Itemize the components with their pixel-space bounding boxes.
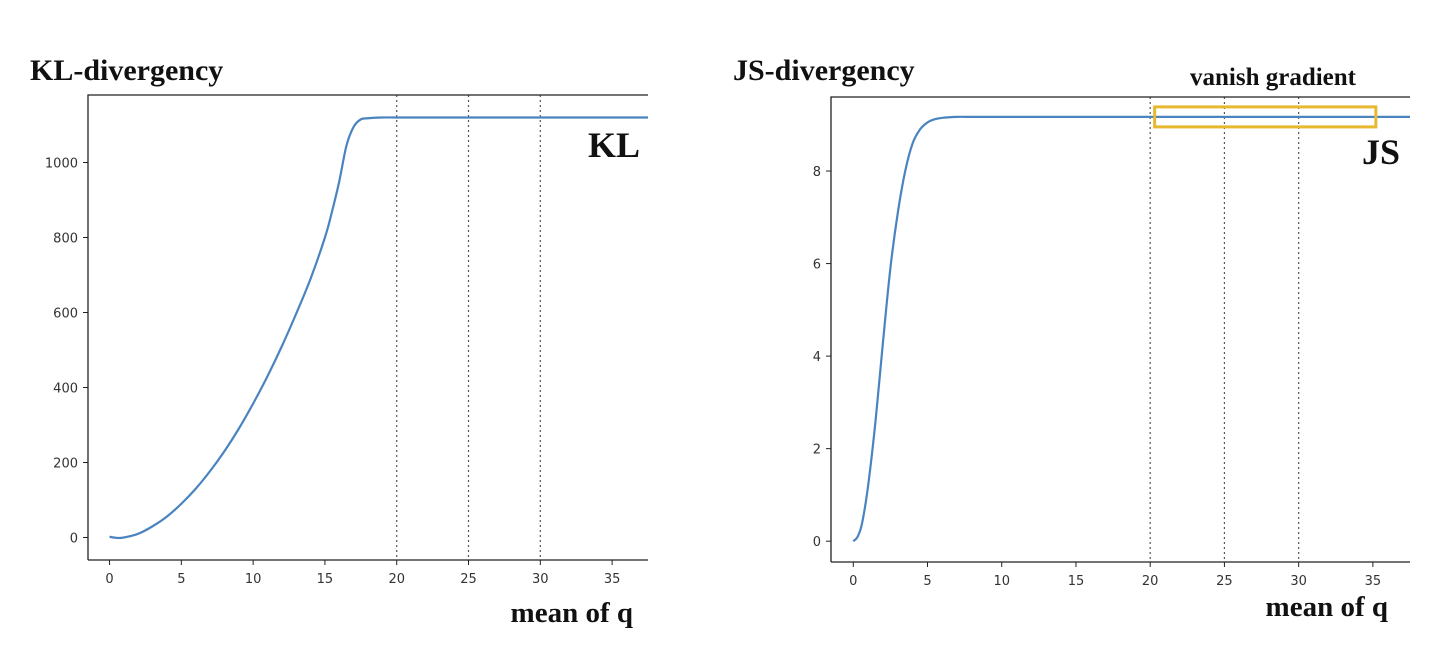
kl-y-tick-label-1: 200	[53, 457, 78, 472]
kl-x-tick-label-2: 10	[245, 572, 262, 587]
kl-curve-label: KL	[588, 125, 640, 165]
kl-chart-title: KL-divergency	[30, 54, 223, 87]
js-y-tick-label-3: 6	[813, 258, 821, 273]
js-series-line	[852, 115, 1410, 543]
js-y-axis-ticks: 0 2 4 6 8	[813, 165, 831, 550]
kl-x-tick-label-5: 25	[460, 572, 477, 587]
js-x-tick-label-7: 35	[1365, 574, 1382, 589]
js-y-tick-label-0: 0	[813, 535, 821, 550]
kl-y-tick-label-3: 600	[53, 307, 78, 322]
js-y-tick-label-4: 8	[813, 165, 821, 180]
js-x-tick-label-6: 30	[1290, 574, 1307, 589]
kl-y-tick-label-5: 1000	[45, 157, 78, 172]
kl-y-tick-label-0: 0	[70, 532, 78, 547]
kl-x-tick-label-0: 0	[105, 572, 113, 587]
kl-x-tick-label-1: 5	[177, 572, 185, 587]
js-vertical-lines	[1149, 97, 1300, 562]
js-x-tick-label-1: 5	[923, 574, 931, 589]
vanish-gradient-box	[1153, 105, 1378, 129]
kl-axes-frame	[87, 94, 648, 560]
kl-x-tick-label-3: 15	[317, 572, 334, 587]
js-annotation-label: vanish gradient	[1190, 64, 1357, 91]
js-x-axis-label: mean of q	[1266, 591, 1388, 623]
kl-x-axis-label: mean of q	[511, 597, 633, 629]
js-x-tick-label-5: 25	[1216, 574, 1233, 589]
js-chart: JS-divergency vanish gradient 0 2 4 6 8 0 5 10…	[733, 54, 1410, 623]
js-x-axis-ticks: 0 5 10 15 20 25 30 35	[849, 562, 1381, 589]
js-x-tick-label-4: 20	[1142, 574, 1159, 589]
js-curve-label: JS	[1362, 132, 1400, 172]
js-x-tick-label-3: 15	[1068, 574, 1085, 589]
kl-chart: KL-divergency 0 200 400 600 800 1000 0 5 10 15 20…	[30, 54, 648, 629]
js-x-tick-label-0: 0	[849, 574, 857, 589]
js-y-tick-label-1: 2	[813, 443, 821, 458]
kl-series-line	[109, 116, 648, 540]
kl-y-tick-label-4: 800	[53, 232, 78, 247]
kl-x-tick-label-6: 30	[532, 572, 549, 587]
kl-y-tick-label-2: 400	[53, 382, 78, 397]
kl-vertical-lines	[396, 95, 541, 560]
kl-x-axis-ticks: 0 5 10 15 20 25 30 35	[105, 560, 620, 587]
kl-x-tick-label-7: 35	[604, 572, 621, 587]
js-y-tick-label-2: 4	[813, 350, 821, 365]
js-chart-title: JS-divergency	[733, 54, 915, 87]
js-axes-frame	[830, 96, 1410, 562]
kl-y-axis-ticks: 0 200 400 600 800 1000	[45, 157, 88, 547]
kl-x-tick-label-4: 20	[388, 572, 405, 587]
js-x-tick-label-2: 10	[993, 574, 1010, 589]
